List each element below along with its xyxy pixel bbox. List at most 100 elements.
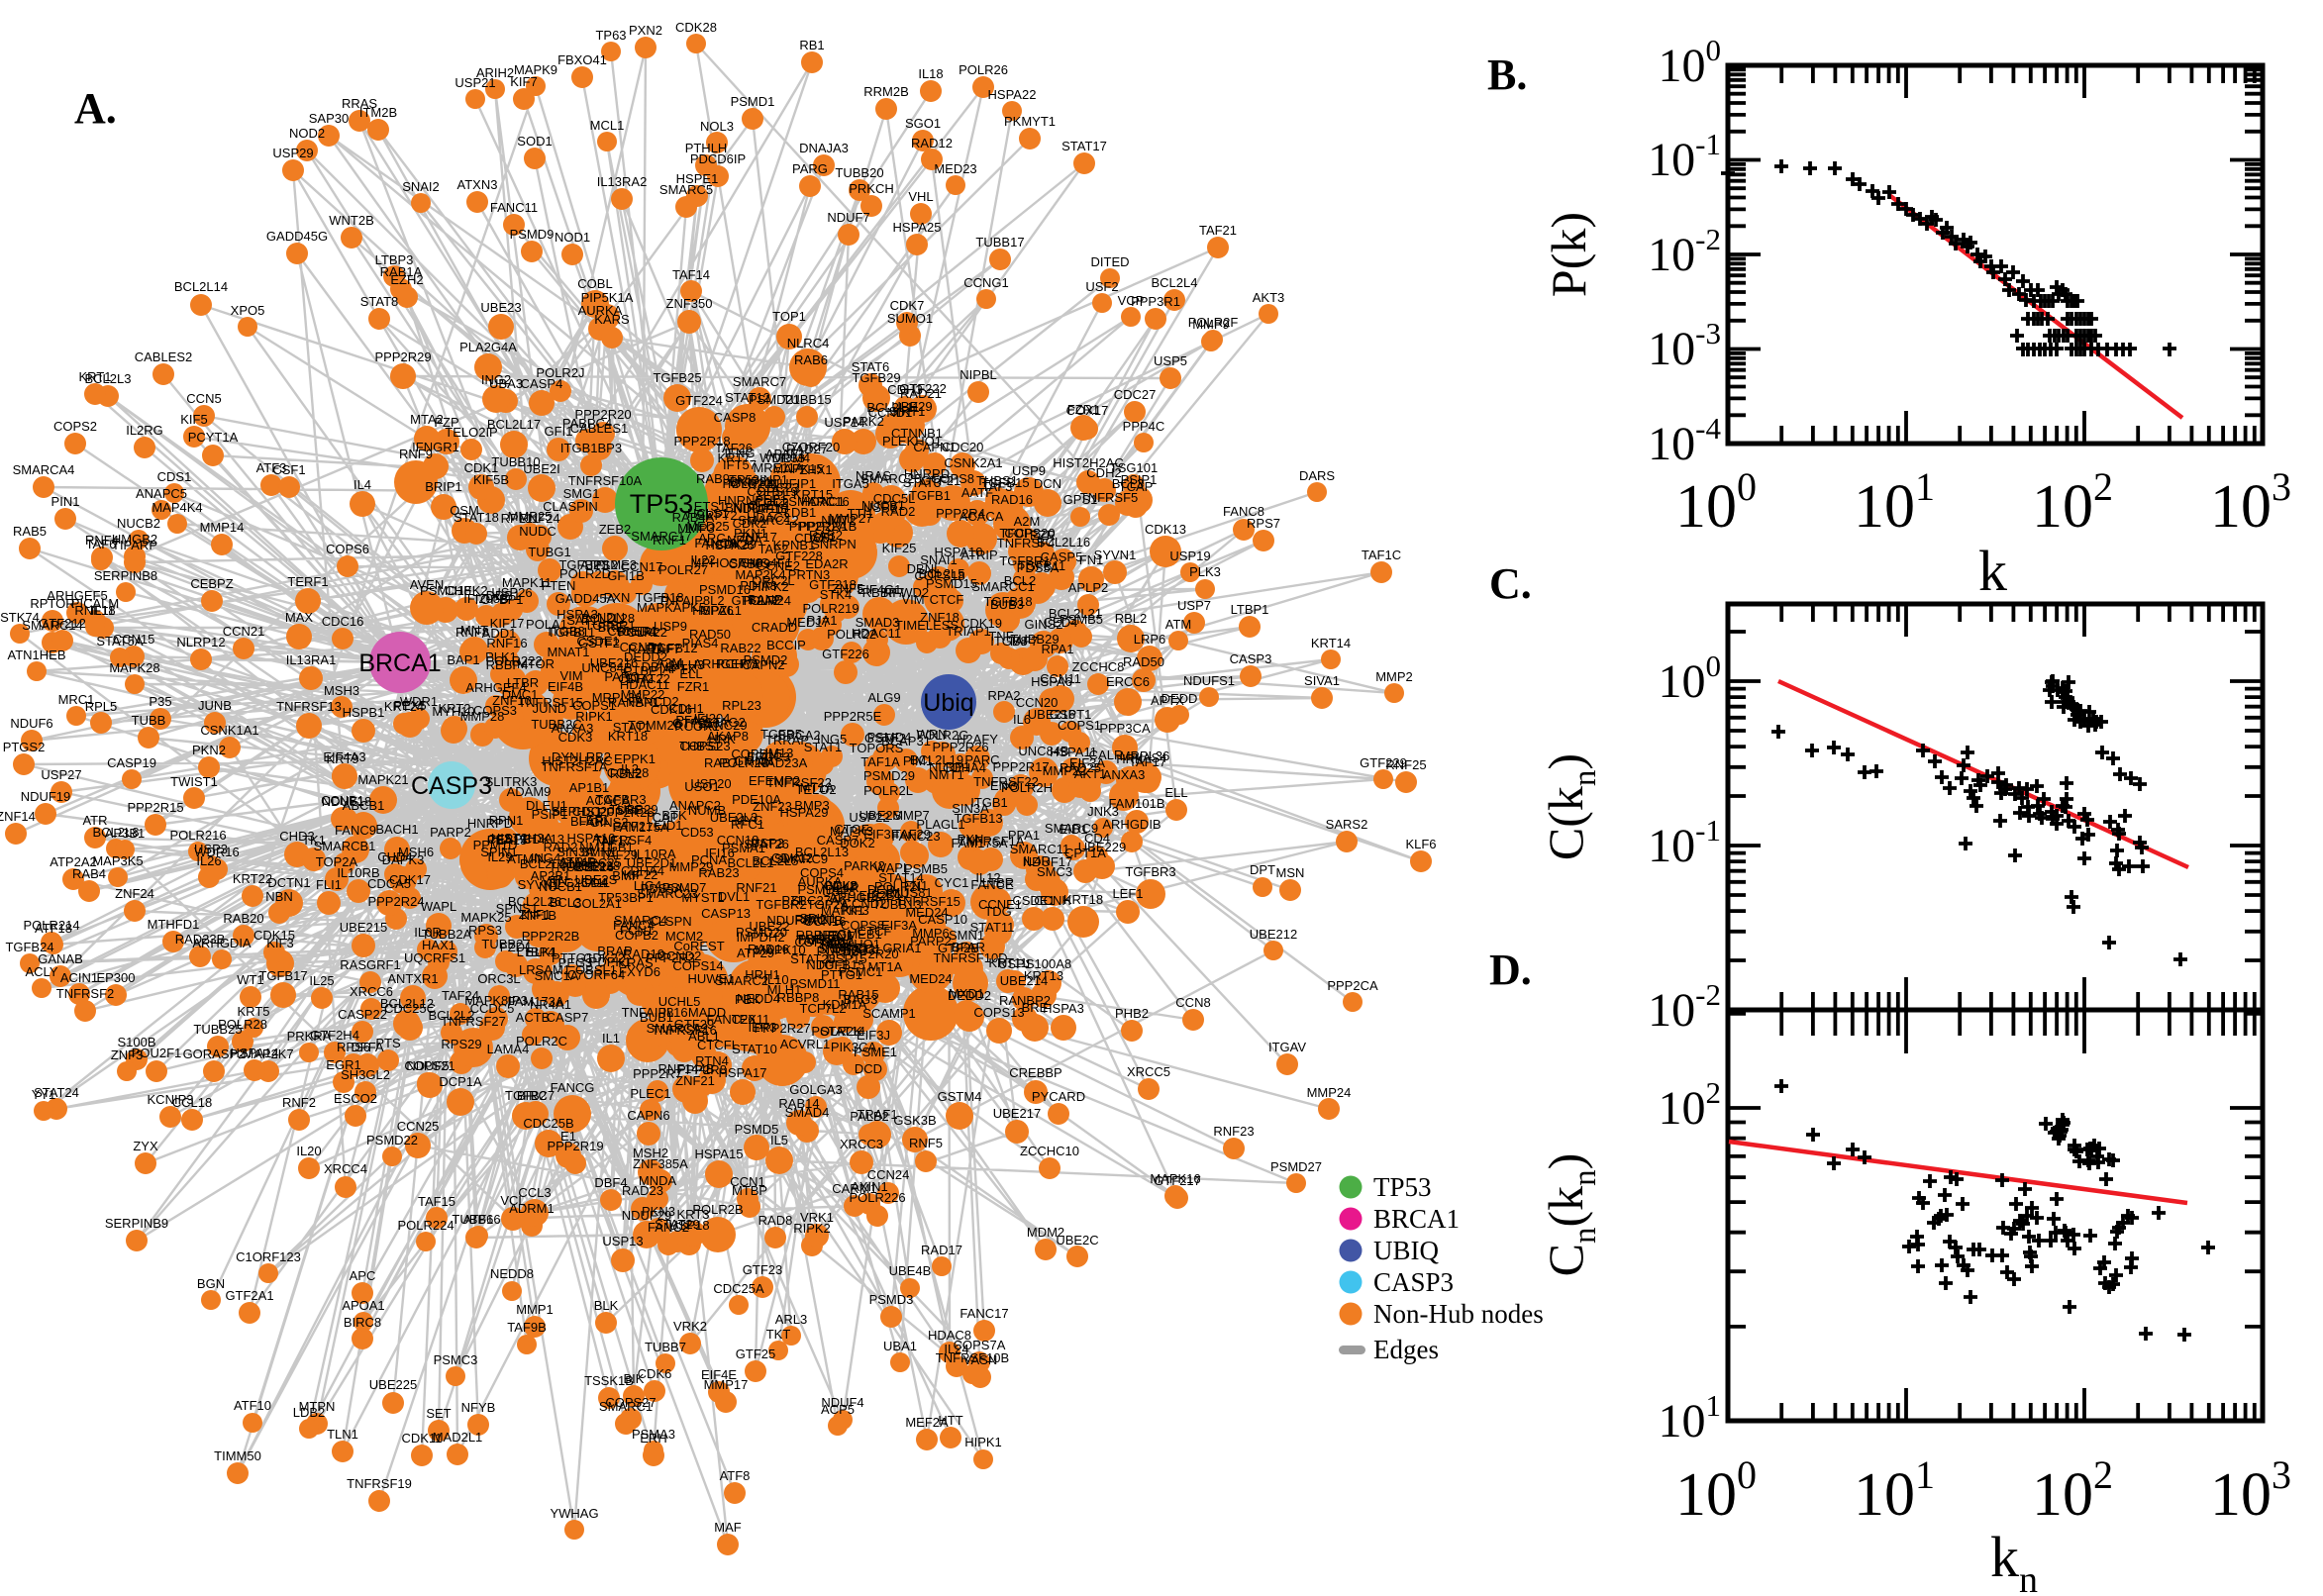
svg-text:DYNLRB2: DYNLRB2 <box>552 749 611 764</box>
svg-text:TP53: TP53 <box>630 489 694 519</box>
svg-text:MXD1: MXD1 <box>949 986 984 1001</box>
svg-text:TAF17: TAF17 <box>594 834 632 848</box>
svg-text:TAF15: TAF15 <box>418 1194 455 1209</box>
svg-text:CTCF: CTCF <box>858 924 892 939</box>
svg-text:MMP17: MMP17 <box>704 1377 749 1392</box>
svg-text:COBL: COBL <box>577 276 612 291</box>
svg-text:ZYX: ZYX <box>133 1139 158 1153</box>
svg-text:MMP1: MMP1 <box>516 1302 554 1317</box>
svg-text:PPP2R19: PPP2R19 <box>547 1139 603 1153</box>
svg-text:CEBPB: CEBPB <box>487 832 531 847</box>
svg-text:UBE2L3: UBE2L3 <box>710 810 758 825</box>
svg-text:IL16: IL16 <box>662 1005 687 1020</box>
svg-text:ITGAV: ITGAV <box>1268 1040 1306 1054</box>
svg-text:EID1: EID1 <box>655 818 683 833</box>
svg-text:TGFBR3: TGFBR3 <box>1125 864 1175 879</box>
svg-text:PZP: PZP <box>434 415 458 430</box>
svg-text:H2AFY: H2AFY <box>957 732 998 747</box>
svg-text:USP27: USP27 <box>41 767 81 782</box>
svg-text:SMARC25: SMARC25 <box>860 471 921 486</box>
svg-text:NDN: NDN <box>597 610 625 625</box>
svg-text:TNFRSF1A: TNFRSF1A <box>541 759 608 774</box>
svg-text:PTGS2: PTGS2 <box>3 740 46 754</box>
svg-text:SIN3A: SIN3A <box>556 845 594 859</box>
svg-text:COPS15: COPS15 <box>731 747 781 761</box>
svg-text:FZR1: FZR1 <box>1067 402 1100 417</box>
svg-text:TEX11: TEX11 <box>732 1012 770 1027</box>
svg-text:TGFB11: TGFB11 <box>1018 558 1065 573</box>
svg-text:COPS4: COPS4 <box>800 865 844 880</box>
svg-text:POLD2: POLD2 <box>817 944 859 958</box>
svg-text:ELL: ELL <box>679 666 702 681</box>
svg-text:KRT5: KRT5 <box>238 1004 270 1019</box>
svg-text:GTF217: GTF217 <box>1154 1173 1201 1188</box>
svg-text:TGFB18: TGFB18 <box>635 590 683 605</box>
svg-text:CAPN6: CAPN6 <box>627 1108 669 1123</box>
svg-text:SARS2: SARS2 <box>1326 817 1368 832</box>
svg-text:KIF3: KIF3 <box>842 903 868 918</box>
svg-text:PSMA1: PSMA1 <box>722 841 765 855</box>
svg-text:TTI1: TTI1 <box>848 506 874 521</box>
svg-text:FLI1: FLI1 <box>316 877 342 892</box>
svg-text:PPP2R15: PPP2R15 <box>127 800 183 815</box>
svg-text:PSME3: PSME3 <box>593 557 637 572</box>
svg-text:POLR222: POLR222 <box>485 653 542 668</box>
svg-text:RNF16: RNF16 <box>486 636 527 650</box>
svg-text:A2M: A2M <box>656 655 683 670</box>
svg-text:AKT1: AKT1 <box>1074 766 1107 781</box>
svg-text:SMARC16: SMARC16 <box>788 494 849 509</box>
svg-text:PPP3R1: PPP3R1 <box>1131 294 1180 309</box>
svg-text:CD4: CD4 <box>581 875 607 890</box>
svg-text:MED23: MED23 <box>934 161 976 176</box>
svg-text:CSF1: CSF1 <box>272 462 305 477</box>
svg-text:PDS5A: PDS5A <box>641 881 683 896</box>
svg-text:BCAP31: BCAP31 <box>881 734 931 748</box>
svg-text:TAF1C: TAF1C <box>1362 548 1401 562</box>
svg-text:EIF4G1: EIF4G1 <box>858 582 902 597</box>
svg-text:GTF29: GTF29 <box>674 1017 714 1032</box>
svg-text:PSMA3: PSMA3 <box>632 1427 675 1442</box>
svg-text:CDHA4: CDHA4 <box>621 863 664 878</box>
svg-text:CCNE1: CCNE1 <box>978 897 1022 912</box>
svg-text:POLR2L: POLR2L <box>863 783 913 798</box>
svg-text:UBE2S: UBE2S <box>575 872 618 887</box>
svg-text:CDK28: CDK28 <box>675 20 717 35</box>
svg-text:CDHA4: CDHA4 <box>943 760 986 775</box>
svg-text:RPL11: RPL11 <box>501 511 540 526</box>
svg-text:TUBB7: TUBB7 <box>645 1340 686 1354</box>
svg-text:BMF: BMF <box>612 868 640 883</box>
svg-text:MT1A: MT1A <box>868 959 903 974</box>
svg-text:POLR219: POLR219 <box>802 601 858 616</box>
svg-text:MNAT1: MNAT1 <box>547 645 589 659</box>
svg-text:STAT28: STAT28 <box>790 951 836 966</box>
svg-text:ZNF3: ZNF3 <box>111 1047 144 1062</box>
svg-text:FANCE: FANCE <box>970 877 1014 892</box>
svg-text:GFI1B: GFI1B <box>607 568 645 583</box>
svg-text:SMC1A: SMC1A <box>535 968 579 983</box>
svg-text:CDK13: CDK13 <box>523 832 564 847</box>
svg-text:CHD4: CHD4 <box>377 849 412 864</box>
svg-text:TP53: TP53 <box>1373 1172 1432 1202</box>
svg-text:BIRC8: BIRC8 <box>344 1315 381 1330</box>
svg-text:POLR2I: POLR2I <box>874 879 920 894</box>
svg-text:UBE2D1: UBE2D1 <box>627 855 677 870</box>
svg-text:XPO5: XPO5 <box>231 303 265 318</box>
svg-text:ING2: ING2 <box>481 372 511 387</box>
svg-text:SMARC14: SMARC14 <box>22 618 82 633</box>
svg-text:TAF5: TAF5 <box>819 937 850 951</box>
svg-text:POLR24: POLR24 <box>742 593 791 608</box>
svg-text:TGFB21: TGFB21 <box>558 557 607 572</box>
svg-text:FANC26: FANC26 <box>706 1012 755 1027</box>
svg-text:ADD1: ADD1 <box>482 626 517 641</box>
svg-text:BRCA1: BRCA1 <box>1373 1204 1460 1234</box>
svg-text:APC: APC <box>350 1268 376 1283</box>
svg-text:MMP24: MMP24 <box>1307 1085 1352 1100</box>
svg-text:SMARC2: SMARC2 <box>715 973 768 988</box>
svg-text:IFI205B: IFI205B <box>463 591 509 606</box>
svg-text:DFFA: DFFA <box>351 1040 384 1054</box>
svg-text:NUFIP1: NUFIP1 <box>770 476 816 491</box>
svg-text:XRCC6: XRCC6 <box>350 984 393 999</box>
svg-text:KRT7: KRT7 <box>718 450 751 465</box>
svg-text:IL2RG: IL2RG <box>126 423 163 438</box>
svg-text:PPP4C: PPP4C <box>1123 419 1165 434</box>
